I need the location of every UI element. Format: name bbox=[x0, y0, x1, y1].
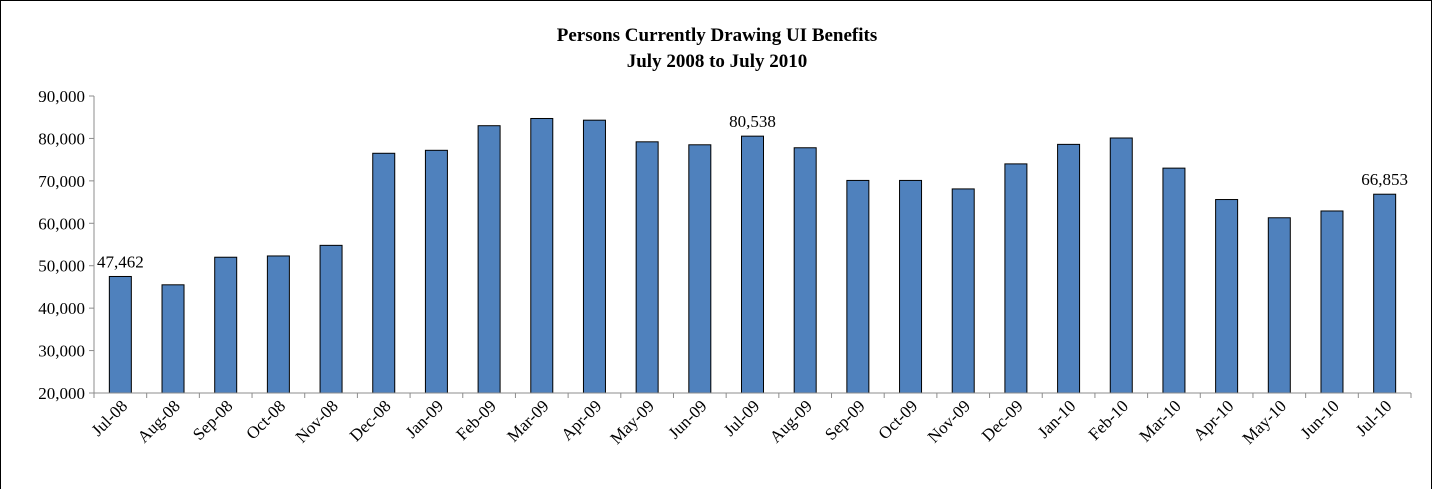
y-tick-label: 70,000 bbox=[38, 172, 85, 191]
bars bbox=[108, 117, 1397, 394]
bar bbox=[161, 284, 185, 394]
x-tick-label: Feb-09 bbox=[452, 396, 499, 443]
x-tick-label: Dec-09 bbox=[978, 396, 1027, 445]
bar bbox=[899, 179, 923, 394]
data-label: 80,538 bbox=[729, 112, 776, 131]
bar bbox=[741, 135, 764, 394]
x-tick-label: Mar-10 bbox=[1136, 396, 1185, 445]
y-axis: 20,000 30,000 40,000 50,000 60,000 70,000 80,0… bbox=[38, 87, 95, 403]
x-tick-label: Jul-08 bbox=[88, 396, 131, 439]
chart-subtitle: July 2008 to July 2010 bbox=[627, 51, 808, 72]
x-tick-label: Apr-10 bbox=[1190, 396, 1238, 444]
x-tick-label: Aug-09 bbox=[766, 396, 816, 446]
bar bbox=[1267, 217, 1291, 394]
x-tick-label: Sep-09 bbox=[821, 396, 868, 443]
bar bbox=[424, 149, 448, 394]
x-tick-label: May-10 bbox=[1239, 396, 1290, 447]
bar bbox=[1057, 143, 1081, 394]
x-tick-label: Jan-10 bbox=[1034, 396, 1079, 441]
bar bbox=[1109, 137, 1133, 394]
bar bbox=[266, 255, 290, 394]
x-tick-label: Dec-08 bbox=[346, 396, 395, 445]
x-axis: Jul-08 Aug-08 Sep-08 Oct-08 Nov-08 Dec-08 Jan-… bbox=[88, 392, 1412, 448]
y-tick-label: 40,000 bbox=[38, 299, 85, 318]
y-tick-label: 60,000 bbox=[38, 214, 85, 233]
bar bbox=[530, 117, 554, 394]
bar bbox=[635, 141, 659, 394]
x-tick-label: Jul-09 bbox=[720, 396, 763, 439]
data-label: 66,853 bbox=[1361, 170, 1408, 189]
y-tick-label: 20,000 bbox=[38, 384, 85, 403]
y-tick-label: 80,000 bbox=[38, 129, 85, 148]
bar bbox=[372, 152, 396, 394]
data-labels: 47,462 80,538 66,853 bbox=[97, 112, 1408, 271]
x-tick-label: Aug-08 bbox=[134, 396, 184, 446]
bar bbox=[688, 144, 712, 394]
bar bbox=[582, 119, 606, 394]
bar bbox=[214, 256, 238, 394]
x-tick-label: Nov-09 bbox=[924, 396, 974, 446]
x-tick-label: Jun-10 bbox=[1297, 396, 1343, 442]
x-tick-label: Jan-09 bbox=[402, 396, 447, 441]
data-label: 47,462 bbox=[97, 252, 144, 271]
bar bbox=[1215, 199, 1239, 394]
bar bbox=[477, 125, 501, 394]
y-tick-label: 90,000 bbox=[38, 87, 85, 106]
bar bbox=[1004, 163, 1028, 394]
x-tick-label: Jun-09 bbox=[664, 396, 710, 442]
x-tick-label: Sep-08 bbox=[189, 396, 236, 443]
x-tick-label: May-09 bbox=[606, 396, 657, 447]
x-tick-label: Apr-09 bbox=[557, 396, 605, 444]
x-tick-label: Nov-08 bbox=[292, 396, 342, 446]
bar bbox=[1162, 167, 1186, 394]
y-tick-label: 30,000 bbox=[38, 342, 85, 361]
x-tick-label: Oct-09 bbox=[875, 396, 922, 443]
x-tick-label: Mar-09 bbox=[503, 396, 552, 445]
bar bbox=[793, 147, 817, 394]
chart-title: Persons Currently Drawing UI Benefits bbox=[557, 25, 878, 46]
x-tick-label: Oct-08 bbox=[242, 396, 289, 443]
bar bbox=[319, 244, 343, 394]
x-tick-label: Jul-10 bbox=[1352, 396, 1395, 439]
bar bbox=[1373, 193, 1397, 394]
x-tick-label: Feb-10 bbox=[1085, 396, 1132, 443]
bar bbox=[108, 275, 132, 394]
bar bbox=[1320, 210, 1344, 394]
bar bbox=[951, 188, 975, 394]
bar bbox=[846, 179, 870, 394]
y-tick-label: 50,000 bbox=[38, 257, 85, 276]
